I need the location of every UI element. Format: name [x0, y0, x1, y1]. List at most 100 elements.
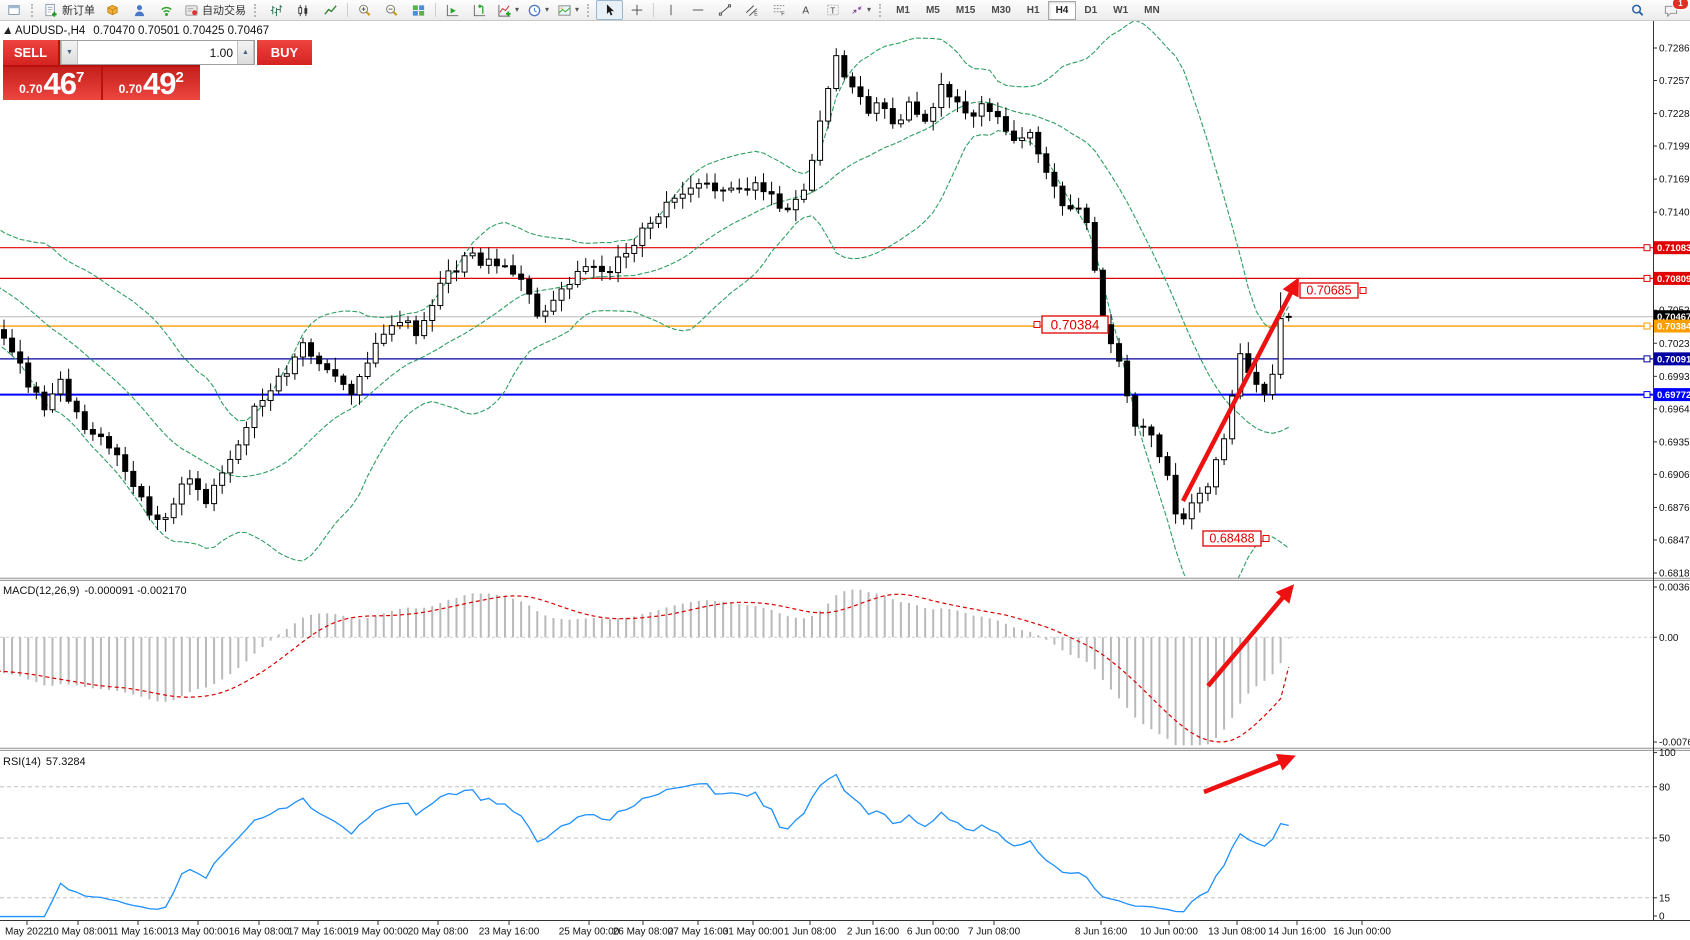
timeframe-button-M5[interactable]: M5 — [925, 5, 940, 16]
community-button[interactable] — [126, 0, 153, 20]
auto-scroll-button[interactable] — [439, 0, 466, 20]
candle-body — [922, 113, 929, 122]
zoom-out-button[interactable] — [378, 0, 405, 20]
annotation-price-text: 0.68488 — [1209, 532, 1254, 546]
horizontal-line-tool-button[interactable] — [684, 0, 711, 20]
crosshair-tool-button[interactable] — [623, 0, 650, 20]
templates-button[interactable]: ▾ — [553, 0, 583, 20]
candle-body — [558, 288, 565, 301]
bollinger-upper-band[interactable] — [0, 20, 1290, 422]
trend-arrow[interactable] — [1206, 584, 1295, 688]
candle-body — [275, 375, 282, 392]
zoom-in-button[interactable] — [351, 0, 378, 20]
annotation-anchor-marker[interactable] — [1262, 535, 1270, 542]
window-button[interactable] — [0, 0, 27, 20]
trend-arrow[interactable] — [1203, 753, 1296, 795]
candle-body — [1019, 137, 1026, 141]
indicators-icon — [498, 4, 511, 17]
candle-body — [1269, 373, 1276, 396]
timeframe-button-MN[interactable]: MN — [1144, 5, 1160, 16]
community-person-icon — [134, 4, 145, 16]
sell-button[interactable]: SELL — [3, 40, 58, 65]
candle-body — [162, 517, 169, 520]
fibonacci-tool-button[interactable]: F — [765, 0, 792, 20]
line-anchor-marker[interactable] — [1643, 274, 1651, 282]
channel-tool-button[interactable]: E — [738, 0, 765, 20]
candle-body — [881, 102, 888, 110]
annotation-anchor-marker[interactable] — [1359, 287, 1367, 294]
line-anchor-marker[interactable] — [1643, 322, 1651, 330]
bollinger-lower-band[interactable] — [0, 130, 1290, 604]
market-button[interactable] — [99, 0, 126, 20]
new-order-button[interactable]: 新订单 — [40, 0, 99, 20]
annotation-box[interactable] — [1202, 530, 1262, 547]
rsi-label: RSI(14) 57.3284 — [3, 756, 86, 768]
line-anchor-marker[interactable] — [1643, 244, 1651, 252]
bar-chart-button[interactable] — [263, 0, 290, 20]
candlestick-chart-button[interactable] — [290, 0, 317, 20]
sell-price[interactable]: 0.70 46 7 — [3, 67, 101, 100]
trend-arrow[interactable] — [1181, 277, 1299, 503]
annotation-anchor-marker[interactable] — [1033, 321, 1041, 328]
vertical-line-tool-button[interactable] — [657, 0, 684, 20]
candle-body — [316, 355, 323, 365]
candle-body — [631, 244, 638, 254]
price-tick-label: 0.72575 — [1659, 76, 1690, 87]
candle-body — [332, 369, 339, 377]
candle-body — [784, 207, 791, 211]
volume-increase-button[interactable]: ▲ — [237, 41, 254, 64]
candle-body — [671, 197, 678, 203]
annotation-box[interactable] — [1041, 315, 1109, 334]
search-button[interactable] — [1624, 0, 1651, 20]
line-anchor-marker[interactable] — [1643, 391, 1651, 399]
volume-decrease-button[interactable]: ▼ — [61, 41, 78, 64]
cursor-tool-button[interactable] — [596, 0, 624, 20]
toolbar-separator — [653, 3, 655, 17]
chat-button[interactable]: 1 — [1657, 0, 1689, 20]
timeframe-button-M1[interactable]: M1 — [896, 5, 910, 16]
buy-price[interactable]: 0.70 49 2 — [102, 67, 200, 100]
candle-body — [857, 86, 864, 98]
candle-body — [1067, 205, 1074, 210]
candle-body — [1035, 131, 1042, 155]
candle-body — [534, 293, 541, 317]
tile-windows-button[interactable] — [405, 0, 432, 20]
buy-button[interactable]: BUY — [257, 40, 312, 65]
candle-body — [1107, 324, 1114, 345]
signals-icon — [161, 6, 172, 16]
candle-body — [17, 351, 24, 364]
arrow-objects-icon — [852, 6, 862, 14]
timeframe-button-W1[interactable]: W1 — [1113, 5, 1129, 16]
bollinger-middle-band[interactable] — [0, 101, 1289, 478]
candle-body — [291, 356, 298, 375]
periods-button[interactable]: ▾ — [523, 0, 553, 20]
text-tool-button[interactable]: A — [792, 0, 819, 20]
candle-body — [526, 278, 533, 295]
macd-values: -0.000091 -0.002170 — [84, 585, 186, 597]
timeframe-button-M15[interactable]: M15 — [955, 5, 976, 16]
candle-body — [1002, 116, 1009, 132]
timeframe-button-H4[interactable]: H4 — [1047, 0, 1077, 20]
arrows-tool-button[interactable]: ▾ — [846, 0, 875, 20]
timeframe-button-H1[interactable]: H1 — [1026, 5, 1040, 16]
autotrading-button[interactable]: 自动交易 — [180, 0, 250, 20]
annotation-box[interactable] — [1299, 282, 1359, 299]
trendline-tool-button[interactable] — [711, 0, 738, 20]
line-anchor-marker[interactable] — [1643, 355, 1651, 363]
equidistant-channel-icon: E — [745, 5, 758, 17]
text-label-tool-button[interactable]: T — [819, 0, 846, 20]
chart-shift-button[interactable] — [466, 0, 493, 20]
signals-button[interactable] — [153, 0, 180, 20]
timeframe-button-M30[interactable]: M30 — [991, 5, 1011, 16]
chart-shift-icon — [473, 3, 486, 16]
candle-body — [809, 159, 815, 191]
timeframe-button-D1[interactable]: D1 — [1084, 5, 1098, 16]
line-chart-button[interactable] — [317, 0, 344, 20]
candle-body — [178, 483, 185, 505]
indicators-button[interactable]: ▾ — [493, 0, 523, 20]
candle-body — [405, 320, 411, 323]
volume-input[interactable] — [78, 41, 237, 64]
